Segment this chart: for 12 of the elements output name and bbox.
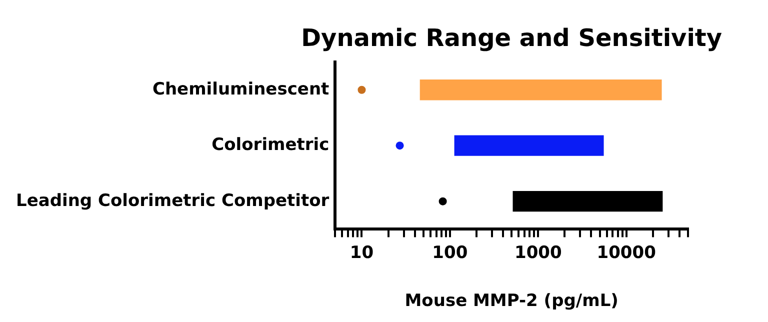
y-tick-label: Colorimetric: [212, 135, 330, 156]
bar: [512, 191, 663, 212]
chart-title: Dynamic Range and Sensitivity: [301, 24, 722, 52]
x-tick-label: 1000: [514, 242, 562, 263]
bar: [420, 80, 662, 100]
y-tick-label: Leading Colorimetric Competitor: [16, 190, 330, 211]
x-axis-title: Mouse MMP-2 (pg/mL): [404, 291, 618, 312]
x-tick-label: 10: [350, 242, 374, 263]
x-tick-label: 100: [432, 242, 468, 263]
y-tick-label: Chemiluminescent: [152, 79, 330, 100]
bar: [454, 135, 604, 156]
x-tick-label: 10000: [596, 242, 656, 263]
